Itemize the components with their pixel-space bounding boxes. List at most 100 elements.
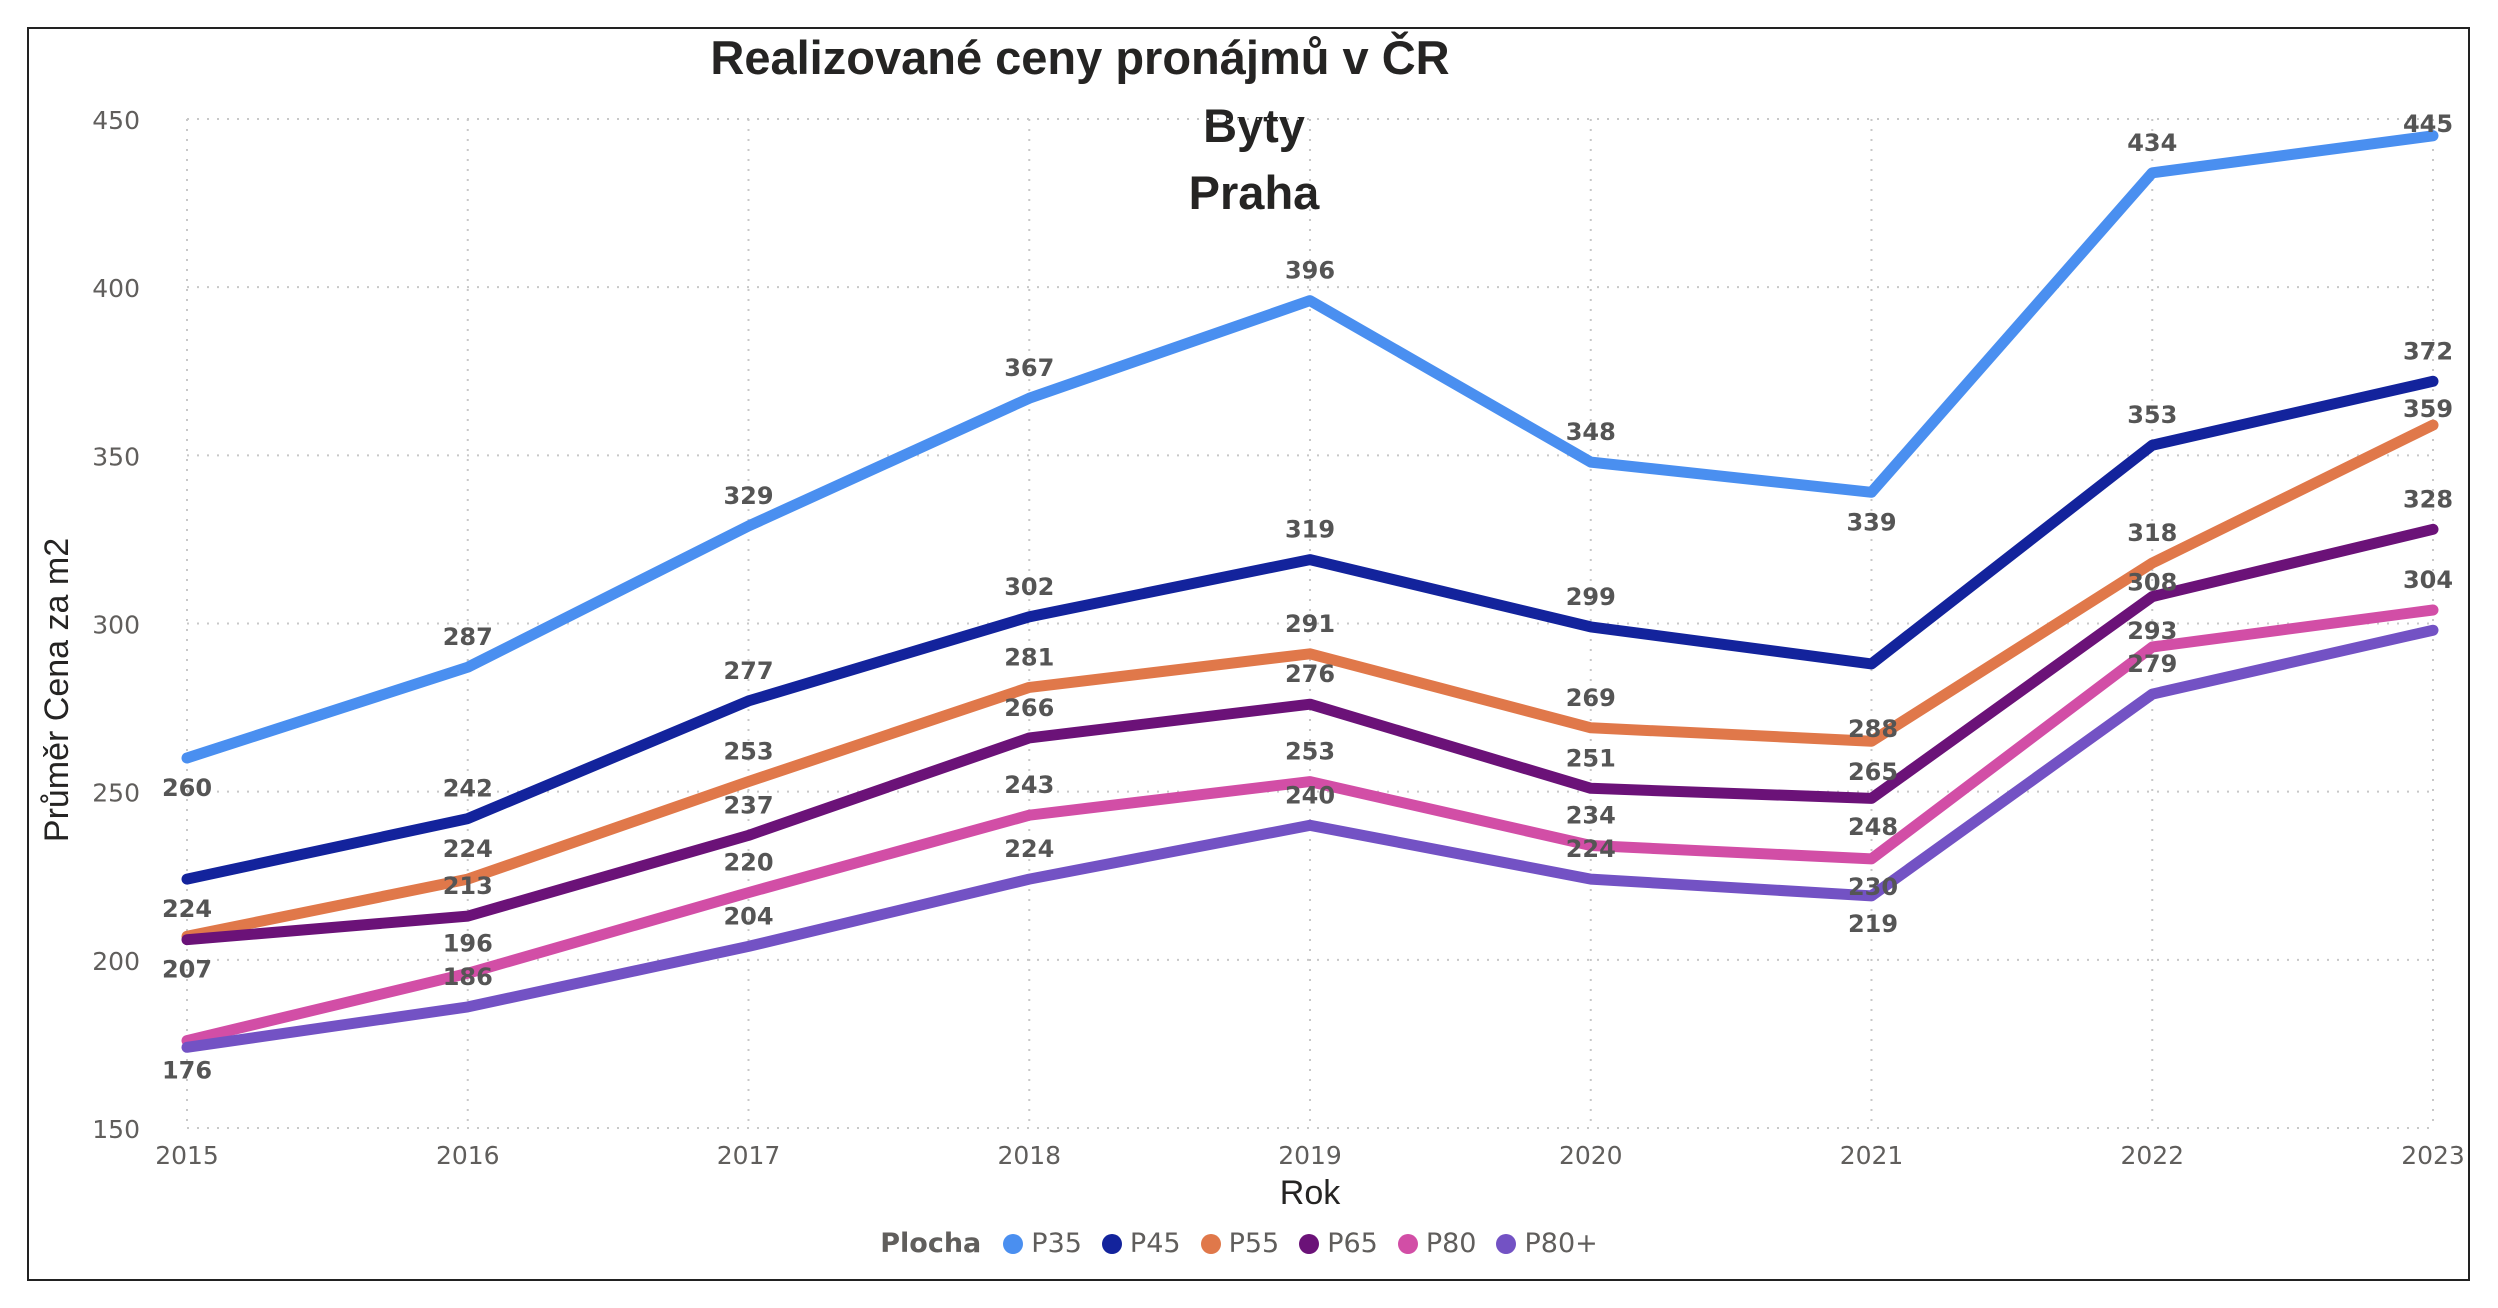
legend-item-p65[interactable]: P65 [1299, 1228, 1378, 1259]
data-label: 243 [1004, 771, 1054, 799]
x-tick-label: 2019 [1278, 1141, 1342, 1170]
series-line-p45 [181, 375, 2439, 885]
legend-marker-icon [1200, 1233, 1221, 1254]
legend-label: P35 [1031, 1228, 1082, 1259]
data-label: 220 [723, 849, 773, 877]
data-label: 318 [2127, 519, 2177, 547]
data-label: 359 [2403, 395, 2453, 423]
data-label: 348 [1566, 418, 1616, 446]
data-label: 434 [2127, 129, 2177, 157]
data-label: 204 [723, 902, 773, 930]
data-label: 279 [2127, 650, 2177, 678]
legend-item-p45[interactable]: P45 [1101, 1228, 1181, 1259]
x-tick-label: 2022 [2120, 1141, 2184, 1170]
y-tick-label: 350 [92, 442, 140, 471]
data-label: 213 [443, 872, 493, 900]
data-label: 224 [443, 835, 493, 863]
data-label: 224 [1566, 835, 1616, 863]
series-lines [181, 130, 2439, 1053]
data-label: 319 [1285, 516, 1335, 544]
data-label: 302 [1004, 573, 1054, 601]
legend: Plocha P35 P45 P55 P65 P80 P80+ [0, 1228, 2498, 1259]
data-label: 265 [1848, 758, 1898, 786]
series-line-p35 [181, 130, 2439, 764]
legend-label: P80+ [1524, 1228, 1598, 1259]
data-label: 281 [1004, 643, 1054, 671]
data-label: 445 [2403, 110, 2453, 138]
data-label: 237 [723, 791, 773, 819]
data-label: 287 [443, 623, 493, 651]
data-label: 276 [1285, 660, 1335, 688]
data-label: 234 [1566, 801, 1616, 829]
x-tick-label: 2016 [436, 1141, 500, 1170]
legend-label: P80 [1425, 1228, 1477, 1259]
series-line-p55 [181, 419, 2439, 942]
series-line-p65 [181, 523, 2439, 946]
x-tick-label: 2017 [717, 1141, 781, 1170]
data-label: 251 [1566, 744, 1616, 772]
data-label: 242 [443, 775, 493, 803]
legend-label: P65 [1327, 1228, 1378, 1259]
legend-item-p80-plus[interactable]: P80+ [1496, 1228, 1598, 1259]
data-label: 196 [443, 929, 493, 957]
x-tick-label: 2021 [1840, 1141, 1904, 1170]
legend-label: P45 [1129, 1228, 1181, 1259]
legend-title: Plocha [880, 1228, 982, 1259]
legend-marker-icon [1003, 1233, 1024, 1254]
legend-marker-icon [1101, 1233, 1122, 1254]
y-axis-label: Průměr Cena za m2 [38, 538, 76, 842]
data-label: 260 [162, 774, 212, 802]
data-label: 353 [2127, 401, 2177, 429]
chart-frame [27, 27, 2470, 1281]
data-label: 299 [1566, 583, 1616, 611]
data-label: 176 [162, 1057, 212, 1085]
data-labels: 260 287 329 367 396 348 339 434 445 224 242 277 302 3… [162, 110, 2453, 1085]
x-axis-label: Rok [1280, 1174, 1341, 1212]
legend-marker-icon [1397, 1233, 1418, 1254]
data-label: 224 [1004, 835, 1054, 863]
data-label: 291 [1285, 610, 1335, 638]
data-label: 266 [1004, 694, 1054, 722]
data-label: 240 [1285, 781, 1335, 809]
chart-subtitle-2: Praha [1188, 166, 1320, 219]
data-label: 367 [1004, 354, 1054, 382]
data-label: 328 [2403, 485, 2453, 513]
data-label: 288 [1848, 715, 1898, 743]
y-tick-label: 450 [92, 106, 140, 135]
chart-title: Realizované ceny pronájmů v ČR [710, 31, 1450, 84]
data-label: 339 [1846, 508, 1896, 536]
data-label: 219 [1848, 910, 1898, 938]
y-tick-label: 400 [92, 274, 140, 303]
y-tick-label: 150 [92, 1115, 140, 1144]
legend-item-p55[interactable]: P55 [1200, 1228, 1280, 1259]
data-label: 329 [723, 482, 773, 510]
y-tick-label: 250 [92, 779, 140, 808]
data-label: 253 [1285, 738, 1335, 766]
data-label: 224 [162, 895, 212, 923]
axes: 150 200 250 300 350 400 450 2015 2016 2017 2018 201… [92, 106, 2465, 1170]
data-label: 396 [1285, 257, 1335, 285]
y-tick-label: 200 [92, 947, 140, 976]
legend-label: P55 [1228, 1228, 1280, 1259]
x-tick-label: 2015 [155, 1141, 219, 1170]
data-label: 269 [1566, 684, 1616, 712]
chart-subtitle-1: Byty [1203, 99, 1305, 152]
legend-marker-icon [1496, 1233, 1517, 1254]
data-label: 293 [2127, 617, 2177, 645]
data-label: 372 [2403, 337, 2453, 365]
data-label: 207 [162, 956, 212, 984]
data-label: 277 [723, 657, 773, 685]
y-tick-label: 300 [92, 611, 140, 640]
data-label: 186 [443, 963, 493, 991]
data-label: 308 [2127, 569, 2177, 597]
series-line-p80 [181, 604, 2439, 1047]
legend-marker-icon [1299, 1233, 1320, 1254]
data-label: 253 [723, 738, 773, 766]
series-line-p80-plus [181, 624, 2439, 1053]
data-label: 304 [2403, 566, 2453, 594]
legend-item-p80[interactable]: P80 [1397, 1228, 1477, 1259]
x-tick-label: 2023 [2401, 1141, 2465, 1170]
data-label: 230 [1848, 873, 1898, 901]
legend-item-p35[interactable]: P35 [1003, 1228, 1082, 1259]
